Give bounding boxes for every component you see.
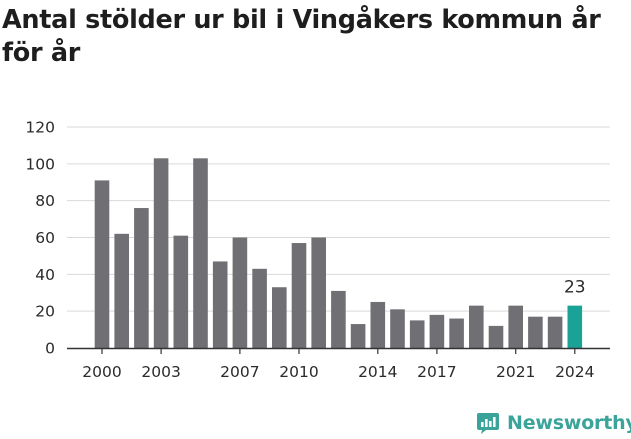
data-labels: 23 xyxy=(564,278,586,298)
bar-2021 xyxy=(508,305,523,348)
y-tick-label: 80 xyxy=(35,192,55,210)
bar-2002 xyxy=(134,208,149,348)
bar-2003 xyxy=(153,158,169,348)
x-tick-label: 2000 xyxy=(82,363,121,381)
x-tick-label: 2024 xyxy=(555,363,594,381)
bar-chart: 0 20 40 60 80 100 120 2000 2003 2007 2010 2014 2017… xyxy=(25,119,610,381)
bar-2006 xyxy=(212,261,228,348)
bar-2005 xyxy=(193,158,208,348)
y-tick-label: 20 xyxy=(35,303,55,321)
bar-2001 xyxy=(114,233,129,348)
bar-2007 xyxy=(232,237,248,348)
x-axis-ticks: 2000 2003 2007 2010 2014 2017 2021 2024 xyxy=(82,348,595,381)
y-tick-label: 60 xyxy=(35,229,55,247)
x-tick-label: 2010 xyxy=(279,363,318,381)
bar-2009 xyxy=(272,287,287,348)
bar-2022 xyxy=(528,316,543,348)
newsworthy-logo-icon xyxy=(477,413,499,434)
bar-2014 xyxy=(370,301,386,348)
y-tick-label: 100 xyxy=(25,155,55,173)
x-tick-label: 2007 xyxy=(220,363,259,381)
bar-2004 xyxy=(173,235,189,348)
y-tick-label: 0 xyxy=(45,340,55,358)
bar-2020 xyxy=(488,325,504,348)
x-tick-label: 2017 xyxy=(417,363,456,381)
data-label: 23 xyxy=(564,278,586,298)
bar-2023 xyxy=(547,316,563,348)
x-tick-label: 2021 xyxy=(496,363,535,381)
bar-2017 xyxy=(429,314,445,348)
brand-name: Newsworthy xyxy=(507,412,631,434)
brand-logo[interactable]: Newsworthy xyxy=(476,408,631,438)
bar-2019 xyxy=(469,305,484,348)
x-tick-label: 2003 xyxy=(141,363,180,381)
y-tick-label: 40 xyxy=(35,266,55,284)
bar-2012 xyxy=(331,290,346,348)
bars xyxy=(94,158,583,348)
bar-2015 xyxy=(390,309,405,348)
x-tick-label: 2014 xyxy=(358,363,397,381)
bar-2013 xyxy=(350,324,366,348)
chart-title: Antal stölder ur bil i Vingåkers kommun … xyxy=(2,5,601,68)
bar-2000 xyxy=(94,180,110,348)
bar-2010 xyxy=(291,243,307,348)
bar-2024 xyxy=(567,305,583,348)
y-axis-ticks: 0 20 40 60 80 100 120 xyxy=(25,119,55,358)
bar-2016 xyxy=(409,320,425,348)
bar-2011 xyxy=(311,237,326,348)
y-tick-label: 120 xyxy=(25,119,55,137)
bar-2018 xyxy=(449,318,464,348)
bar-2008 xyxy=(252,268,267,348)
